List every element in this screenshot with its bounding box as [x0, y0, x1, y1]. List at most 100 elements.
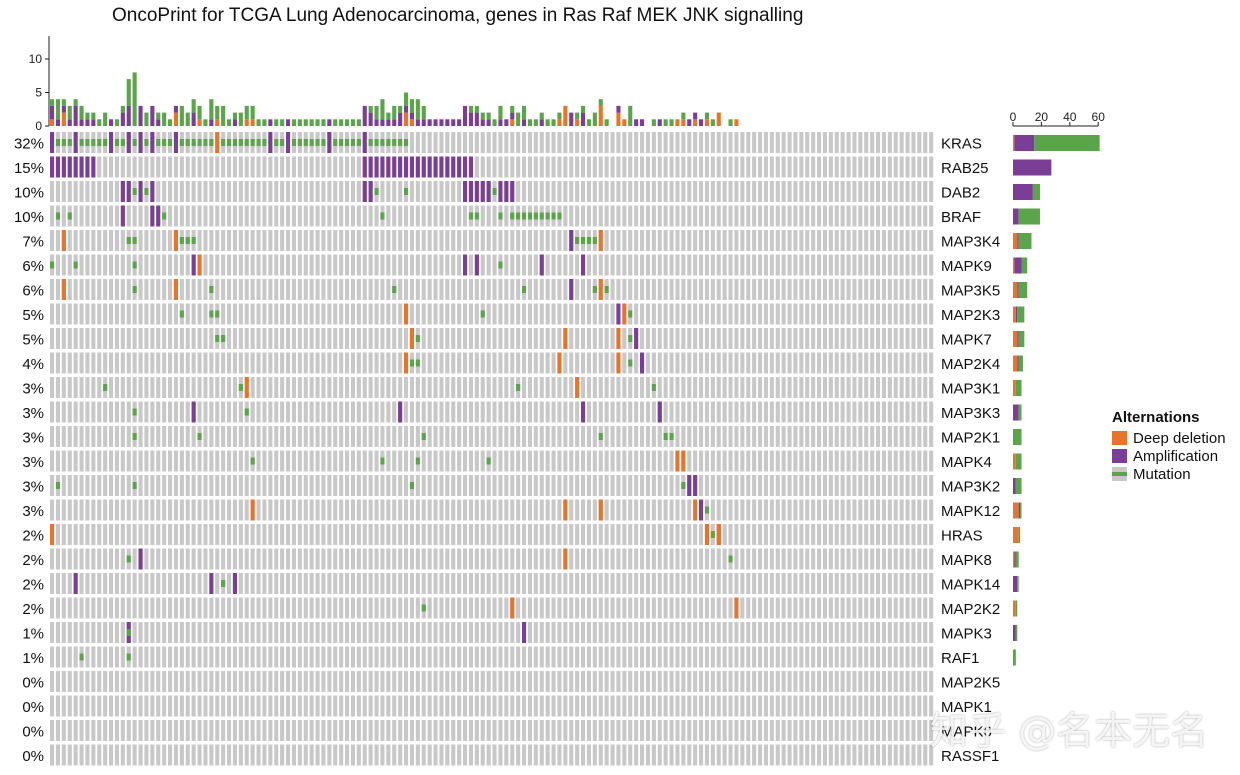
sample-cell [923, 450, 928, 472]
sample-cell [244, 450, 249, 472]
sample-cell [634, 132, 639, 153]
sample-cell [870, 597, 875, 619]
sample-cell [463, 132, 468, 153]
sample-cell [734, 548, 739, 570]
sample-cell [173, 695, 178, 717]
sample-bar-del [510, 119, 515, 126]
sample-cell [852, 720, 857, 741]
sample-cell [486, 548, 491, 570]
sample-cell [675, 720, 680, 741]
sample-cell [291, 548, 296, 570]
sample-cell [840, 548, 845, 570]
sample-cell [173, 401, 178, 423]
sample-cell [345, 475, 350, 496]
sample-cell [628, 646, 633, 668]
sample-cell [752, 597, 757, 619]
sample-cell [144, 524, 149, 545]
sample-cell [61, 597, 66, 619]
sample-cell [321, 573, 326, 594]
sample-cell [870, 720, 875, 741]
sample-cell [191, 695, 196, 717]
sample-cell [699, 303, 704, 325]
sample-cell [427, 303, 432, 325]
sample-cell [368, 254, 373, 276]
sample-cell [345, 401, 350, 423]
sample-cell [604, 205, 609, 227]
sample-cell [699, 156, 704, 178]
mutation-mark [67, 139, 72, 146]
sample-cell [746, 548, 751, 570]
sample-cell [173, 720, 178, 741]
sample-cell [398, 181, 403, 202]
sample-cell [822, 426, 827, 447]
sample-cell [398, 524, 403, 545]
sample-cell [109, 695, 114, 717]
sample-cell [581, 573, 586, 594]
sample-cell [699, 352, 704, 374]
sample-cell [758, 646, 763, 668]
sample-cell [563, 597, 568, 619]
gene-count-bar-mut [1015, 625, 1018, 641]
sample-cell [645, 426, 650, 447]
sample-cell [162, 475, 167, 496]
sample-cell [569, 744, 574, 766]
sample-cell [817, 328, 822, 349]
mutation-mark [510, 212, 515, 220]
sample-cell [191, 720, 196, 741]
sample-cell [79, 181, 84, 202]
sample-bar-mut [492, 119, 497, 126]
sample-cell [876, 156, 881, 178]
sample-cell [775, 156, 780, 178]
sample-cell [250, 205, 255, 227]
gene-percent-label: 3% [22, 479, 44, 496]
sample-cell [162, 548, 167, 570]
sample-bar-mut [486, 112, 491, 120]
sample-cell [699, 426, 704, 447]
sample-cell [640, 303, 645, 325]
sample-cell [758, 524, 763, 545]
sample-cell [168, 279, 173, 300]
sample-cell [657, 597, 662, 619]
sample-cell [73, 328, 78, 349]
sample-cell [887, 597, 892, 619]
sample-cell [50, 303, 55, 325]
sample-cell [657, 573, 662, 594]
sample-cell [409, 132, 414, 153]
sample-cell [463, 646, 468, 668]
sample-cell [421, 254, 426, 276]
sample-cell [504, 475, 509, 496]
sample-cell [734, 499, 739, 521]
sample-cell [622, 279, 627, 300]
sample-cell [545, 156, 550, 178]
sample-cell [291, 524, 296, 545]
sample-cell [699, 744, 704, 766]
sample-cell [457, 475, 462, 496]
sample-cell [138, 744, 143, 766]
sample-cell [905, 548, 910, 570]
sample-cell [197, 475, 202, 496]
sample-cell [215, 279, 220, 300]
sample-cell [911, 499, 916, 521]
sample-cell [911, 450, 916, 472]
amplification-mark [109, 132, 114, 153]
sample-cell [91, 450, 96, 472]
sample-cell [221, 499, 226, 521]
sample-cell [828, 720, 833, 741]
sample-cell [468, 475, 473, 496]
sample-cell [769, 475, 774, 496]
sample-cell [486, 622, 491, 643]
sample-cell [840, 573, 845, 594]
sample-cell [793, 573, 798, 594]
sample-cell [828, 450, 833, 472]
sample-cell [138, 205, 143, 227]
amplification-mark [480, 181, 485, 202]
sample-cell [85, 450, 90, 472]
sample-cell [640, 328, 645, 349]
sample-bar-amp [73, 105, 78, 126]
sample-cell [232, 622, 237, 643]
sample-cell [457, 695, 462, 717]
sample-cell [870, 671, 875, 692]
sample-cell [787, 573, 792, 594]
gene-count-bar-del [1013, 551, 1015, 568]
sample-cell [126, 744, 131, 766]
